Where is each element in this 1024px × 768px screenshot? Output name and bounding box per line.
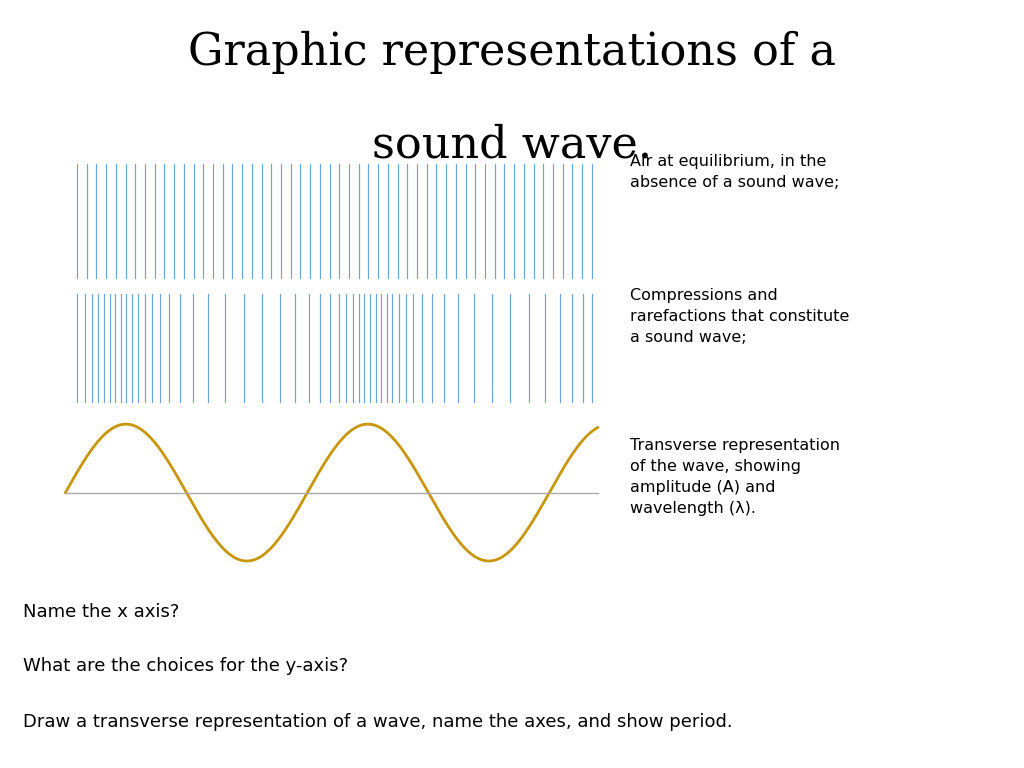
- Text: Draw a transverse representation of a wave, name the axes, and show period.: Draw a transverse representation of a wa…: [23, 713, 732, 730]
- Text: λ: λ: [183, 598, 189, 608]
- Text: A: A: [394, 453, 401, 463]
- Text: C: C: [46, 488, 54, 498]
- Text: ©1994 Encyclopaedia Britannica, Inc.: ©1994 Encyclopaedia Britannica, Inc.: [37, 573, 181, 582]
- Text: B: B: [46, 343, 54, 353]
- Text: sound wave.: sound wave.: [372, 123, 652, 166]
- Text: Compressions and
rarefactions that constitute
a sound wave;: Compressions and rarefactions that const…: [630, 288, 849, 345]
- Text: Graphic representations of a: Graphic representations of a: [188, 31, 836, 74]
- Text: A: A: [515, 521, 522, 531]
- Text: Air at equilibrium, in the
absence of a sound wave;: Air at equilibrium, in the absence of a …: [630, 154, 839, 190]
- Text: Name the x axis?: Name the x axis?: [23, 603, 179, 621]
- Text: Transverse representation
of the wave, showing
amplitude (A) and
wavelength (λ).: Transverse representation of the wave, s…: [630, 438, 840, 516]
- Text: λ: λ: [485, 376, 493, 386]
- Text: What are the choices for the y-axis?: What are the choices for the y-axis?: [23, 657, 348, 674]
- Text: A: A: [45, 216, 54, 226]
